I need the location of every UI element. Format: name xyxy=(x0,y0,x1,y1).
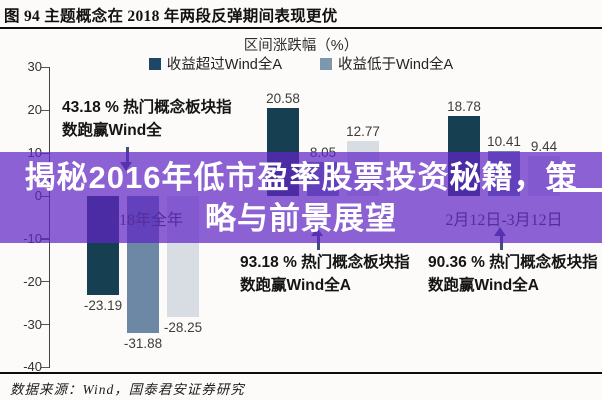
y-tick-label: -20 xyxy=(23,273,42,289)
figure-title: 图 94 主题概念在 2018 年两段反弹期间表现更优 xyxy=(4,8,338,25)
bar-value-label: 18.78 xyxy=(447,98,481,114)
annotation-2018-full-year: 43.18 % 热门概念板块指数跑赢Wind全 xyxy=(62,99,232,139)
legend-swatch-dark xyxy=(148,57,161,70)
watermark-line-1: 揭秘2016年低市盈率股票投资秘籍，策 xyxy=(24,159,578,195)
y-tick-mark xyxy=(41,281,49,283)
title-divider xyxy=(0,27,602,30)
watermark-text: 揭秘2016年低市盈率股票投资秘籍，策 略与前景展望 xyxy=(0,152,602,243)
legend-swatch-light xyxy=(320,57,332,70)
legend-label: 收益超过Wind全A xyxy=(166,57,282,73)
annotation-rebound-1: 93.18 % 热门概念板块指数跑赢Wind全A xyxy=(240,254,410,294)
data-source: 数据来源：Wind，国泰君安证券研究 xyxy=(10,382,245,397)
y-tick-mark xyxy=(41,66,49,69)
y-tick-mark xyxy=(41,324,49,326)
bar-value-label: -28.25 xyxy=(163,320,203,336)
bar-value-label: -23.19 xyxy=(83,298,123,314)
legend-label: 收益低于Wind全A xyxy=(338,57,454,73)
y-tick-label: -30 xyxy=(23,316,42,332)
y-tick-mark xyxy=(41,366,49,369)
watermark-line-2: 略与前景展望 xyxy=(205,200,397,236)
watermark-band xyxy=(0,152,602,243)
bar-value-label: 10.41 xyxy=(487,134,521,150)
bar-value-label: -31.88 xyxy=(123,335,163,351)
y-tick-label: 30 xyxy=(27,59,42,75)
chart-legend-title: 区间涨跌幅（%） xyxy=(243,38,359,54)
legend-item-underperform: 收益低于Wind全A xyxy=(320,53,453,74)
annotation-rebound-2: 90.36 % 热门概念板块指数跑赢Wind全A xyxy=(428,254,598,294)
watermark-underline xyxy=(553,188,602,192)
y-tick-mark xyxy=(41,109,49,111)
bar-value-label: 12.77 xyxy=(346,124,380,140)
bar-value-label: 20.58 xyxy=(266,90,300,106)
y-tick-label: 20 xyxy=(27,102,42,118)
bar-value-label: 9.44 xyxy=(530,138,558,154)
y-tick-label: -40 xyxy=(23,359,42,375)
chart-legend: 收益超过Wind全A 收益低于Wind全A xyxy=(0,53,602,74)
footer-divider xyxy=(0,372,602,375)
legend-item-outperform: 收益超过Wind全A xyxy=(148,53,282,74)
